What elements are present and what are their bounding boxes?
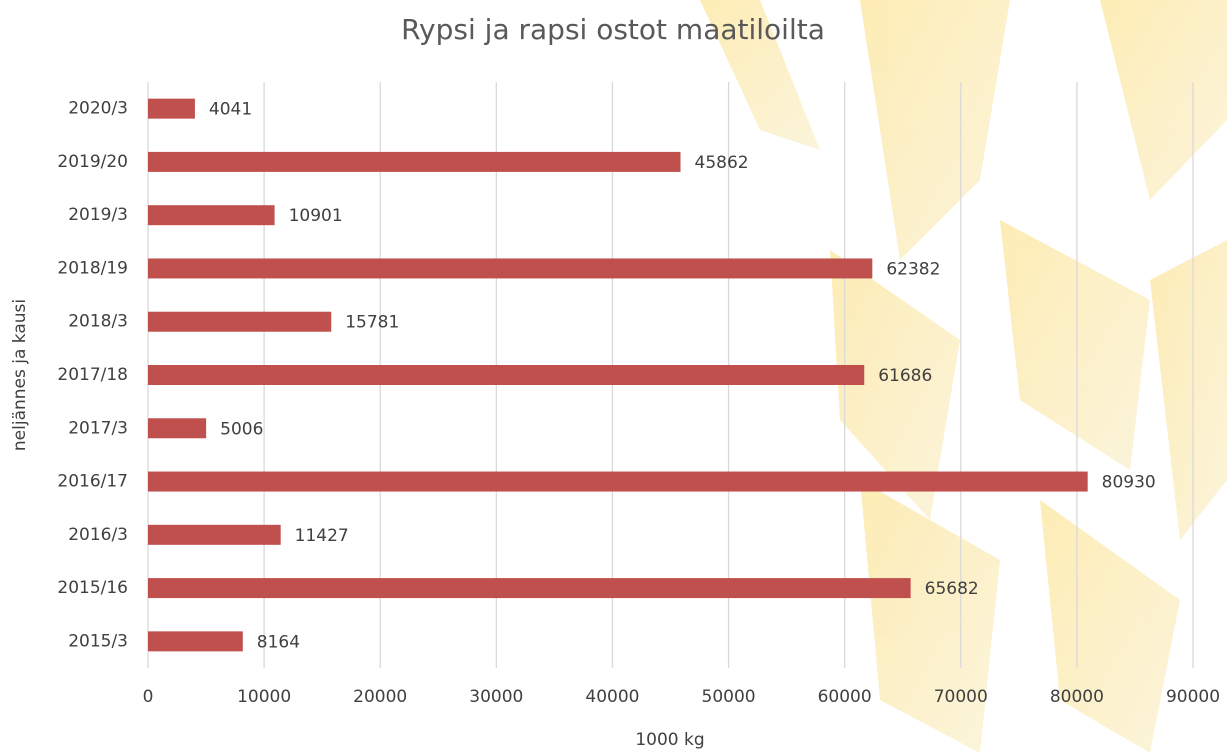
x-tick-label: 70000 <box>934 687 988 707</box>
y-tick-label: 2016/3 <box>68 525 128 545</box>
data-label: 80930 <box>1102 473 1156 493</box>
y-tick-label: 2018/19 <box>57 258 128 278</box>
y-tick-label: 2016/17 <box>57 472 128 492</box>
x-tick-label: 80000 <box>1050 687 1104 707</box>
bar <box>148 365 864 385</box>
bar <box>148 152 681 172</box>
x-tick-label: 10000 <box>237 687 291 707</box>
data-label: 61686 <box>878 366 932 386</box>
data-label: 11427 <box>295 526 349 546</box>
data-label: 62382 <box>886 259 940 279</box>
x-tick-label: 20000 <box>353 687 407 707</box>
x-tick-label: 60000 <box>818 687 872 707</box>
data-label: 8164 <box>257 632 300 652</box>
bar <box>148 472 1088 492</box>
x-axis-label: 1000 kg <box>635 730 704 750</box>
y-tick-label: 2019/3 <box>68 205 128 225</box>
data-label: 15781 <box>345 313 399 333</box>
y-tick-label: 2018/3 <box>68 312 128 332</box>
x-tick-label: 40000 <box>585 687 639 707</box>
chart: Rypsi ja rapsi ostot maatiloilta 1000 kg… <box>0 0 1227 753</box>
bar <box>148 525 281 545</box>
y-tick-label: 2019/20 <box>57 152 128 172</box>
bar <box>148 99 195 119</box>
data-label: 10901 <box>289 206 343 226</box>
chart-title: Rypsi ja rapsi ostot maatiloilta <box>401 13 825 46</box>
bar <box>148 312 331 332</box>
y-tick-label: 2015/3 <box>68 631 128 651</box>
bar <box>148 418 206 438</box>
bar <box>148 631 243 651</box>
y-tick-label: 2017/18 <box>57 365 128 385</box>
data-label: 65682 <box>925 579 979 599</box>
bar <box>148 205 275 225</box>
x-tick-label: 0 <box>143 687 154 707</box>
bar <box>148 258 872 278</box>
y-axis-label: neljännes ja kausi <box>10 299 30 451</box>
y-tick-label: 2015/16 <box>57 578 128 598</box>
y-tick-label: 2020/3 <box>68 99 128 119</box>
data-label: 5006 <box>220 419 263 439</box>
data-label: 4041 <box>209 100 252 120</box>
y-tick-label: 2017/3 <box>68 418 128 438</box>
x-tick-label: 50000 <box>702 687 756 707</box>
x-tick-label: 30000 <box>469 687 523 707</box>
bar <box>148 578 911 598</box>
x-tick-label: 90000 <box>1166 687 1220 707</box>
data-label: 45862 <box>695 153 749 173</box>
